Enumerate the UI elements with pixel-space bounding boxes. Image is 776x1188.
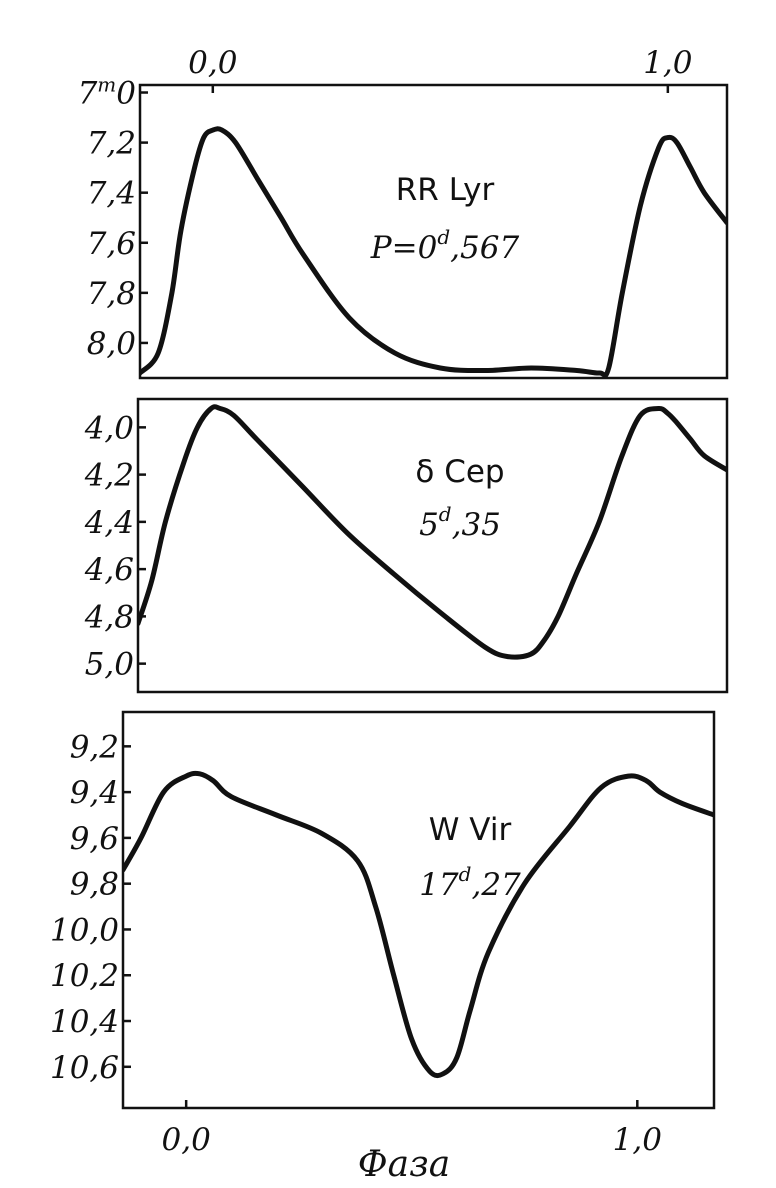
y-tick-label: 7,6: [87, 226, 136, 262]
period-label: P=0d,567: [370, 225, 520, 266]
y-tick-label: 8,0: [87, 326, 136, 362]
period-label: 17d,27: [419, 862, 521, 903]
y-tick-label: 9,6: [70, 821, 119, 857]
light-curve-line: [138, 404, 727, 660]
y-tick-label: 4,4: [84, 505, 134, 541]
y-tick-label: 10,4: [50, 1004, 119, 1040]
star-name: RR Lyr: [396, 172, 495, 208]
x-tick-label: 0,0: [188, 45, 237, 81]
panel-2: 4,0 4,2 4,4 4,6 4,8 5,0 δ Cep 5d,35: [84, 397, 729, 694]
panel-1: 7m0 7,2 7,4 7,6 7,8 8,0 0,0 1,0 RR Lyr P=0d,567: [78, 45, 729, 380]
y-tick-label: 10,2: [50, 958, 119, 994]
y-tick-label: 10,6: [50, 1050, 119, 1086]
y-tick-label: 5,0: [85, 647, 134, 683]
star-name: W Vir: [429, 812, 512, 848]
x-tick-label: 1,0: [643, 45, 692, 81]
panel-frame: [138, 83, 729, 380]
x-axis-title: Фаза: [358, 1144, 450, 1185]
y-tick-label: 9,4: [70, 775, 119, 811]
y-tick-label: 4,6: [84, 552, 134, 588]
y-tick-label: 7,4: [87, 176, 136, 212]
y-tick-label: 4,0: [84, 410, 134, 446]
y-tick-label: 7m0: [78, 73, 136, 112]
panel-frame: [121, 710, 716, 1110]
y-tick-label: 4,2: [84, 458, 134, 494]
x-tick-label: 0,0: [162, 1122, 211, 1158]
light-curve-line: [123, 770, 714, 1079]
panel-frame: [136, 397, 729, 694]
y-tick-label: 7,2: [87, 126, 136, 162]
y-tick-label: 4,8: [84, 599, 134, 635]
period-label: 5d,35: [419, 502, 501, 543]
light-curve-line: [140, 126, 727, 378]
y-tick-label: 9,2: [70, 729, 119, 765]
y-tick-label: 10,0: [50, 912, 119, 948]
x-tick-label: 1,0: [613, 1122, 662, 1158]
star-name: δ Cep: [415, 454, 504, 490]
panel-3: 9,2 9,4 9,6 9,8 10,0 10,2 10,4 10,6 0,0 1,0 W Vir 1…: [50, 710, 716, 1158]
y-tick-label: 9,8: [70, 867, 119, 903]
y-tick-label: 7,8: [87, 276, 136, 312]
